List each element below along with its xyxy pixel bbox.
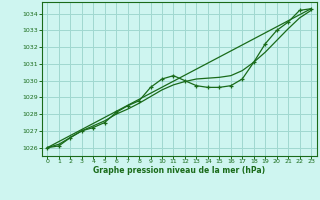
X-axis label: Graphe pression niveau de la mer (hPa): Graphe pression niveau de la mer (hPa) [93,166,265,175]
